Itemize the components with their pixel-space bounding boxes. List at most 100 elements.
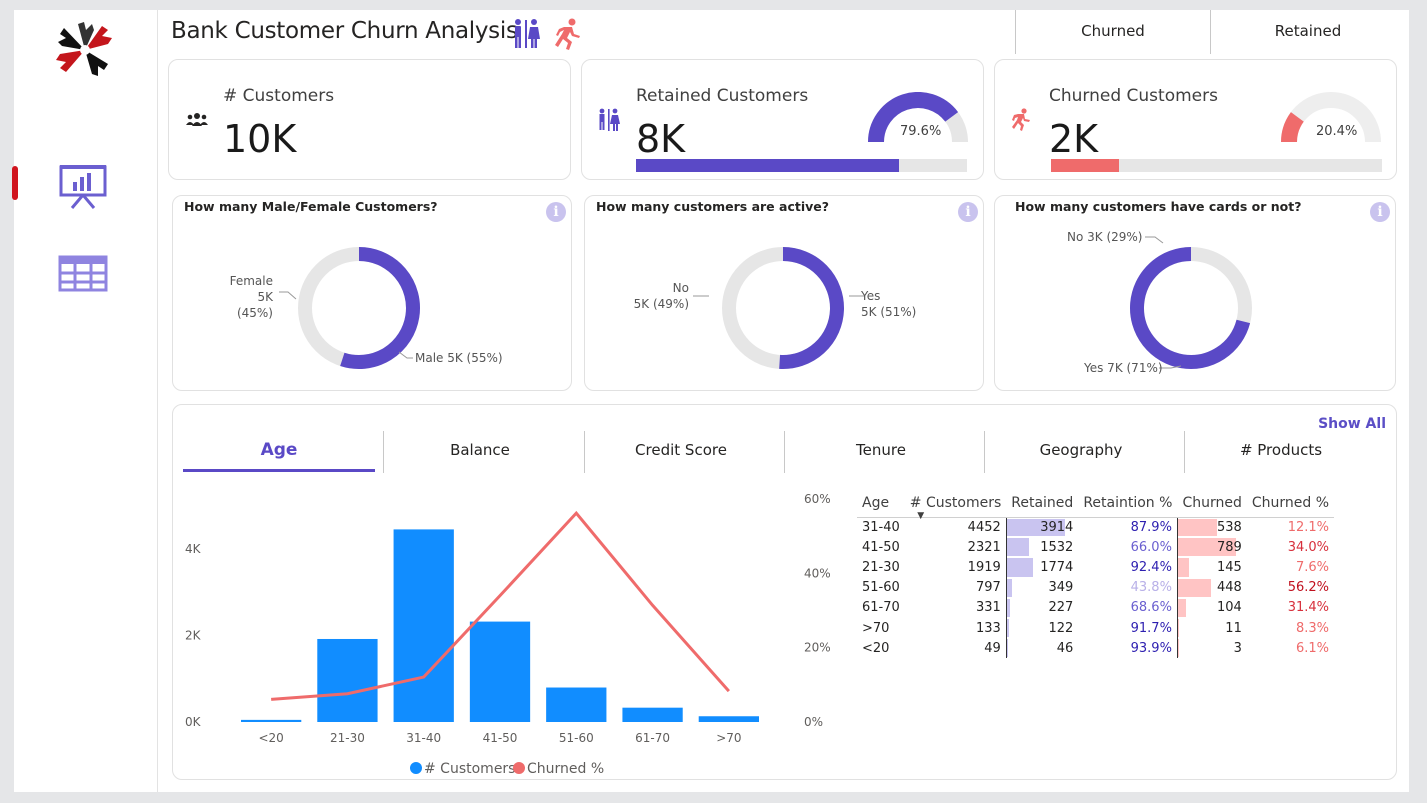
breakdown-panel: Show All Age Balance Credit Score Tenure Geo… [172, 404, 1397, 780]
tab-separator [1184, 431, 1185, 473]
churned-databar [1177, 518, 1218, 537]
nav-item-dashboard[interactable] [58, 162, 110, 210]
table-cell-age: 61-70 [862, 600, 900, 616]
tab-balance[interactable]: Balance [450, 441, 510, 459]
table-cell-churned_pct: 8.3% [1295, 620, 1330, 636]
table-row[interactable]: 31-40 4452 3914 87.9% 538 12.1% [857, 517, 1334, 538]
table-cell-churned_pct: 6.1% [1295, 640, 1330, 656]
age-combo-chart: 0K 2K 4K 0% 20% 40% 60% <20 21-30 31-40 41-50 51-60… [185, 492, 831, 777]
tab-separator [584, 431, 585, 473]
column-header[interactable]: Age [857, 489, 905, 518]
bar-51-60[interactable] [546, 687, 607, 722]
bar->70[interactable] [698, 716, 759, 722]
table-cell-age: >70 [862, 620, 890, 636]
x-tick-label: 31-40 [406, 731, 441, 745]
gauge-percent: 79.6% [900, 124, 942, 139]
table-cell-churned_pct: 7.6% [1295, 559, 1330, 575]
table-row[interactable]: 41-50 2321 1532 66.0% 789 34.0% [857, 537, 1334, 558]
y-right-tick-label: 40% [804, 566, 831, 580]
tab-tenure[interactable]: Tenure [856, 441, 906, 459]
legend-marker-customers [410, 762, 422, 774]
restroom-icon [515, 19, 540, 48]
bar-41-50[interactable] [469, 621, 531, 722]
table-cell-age: 21-30 [862, 559, 900, 575]
table-cell-churned_pct: 12.1% [1287, 519, 1330, 535]
table-row[interactable]: 21-30 1919 1774 92.4% 145 7.6% [857, 557, 1334, 578]
table-row[interactable]: 61-70 331 227 68.6% 104 31.4% [857, 597, 1334, 618]
table-cell-churned: 448 [1176, 577, 1247, 598]
column-header[interactable]: Churned [1177, 489, 1247, 518]
table-cell-customers: 331 [975, 600, 1001, 616]
tab-credit-score[interactable]: Credit Score [635, 441, 727, 459]
gender-donut-card: How many Male/Female Customers? i Female… [172, 195, 572, 391]
active-donut [693, 247, 865, 369]
bar-61-70[interactable] [622, 707, 683, 722]
table-cell-churned_pct: 56.2% [1287, 580, 1330, 596]
tab-products[interactable]: # Products [1239, 441, 1323, 459]
table-row[interactable]: <20 49 46 93.9% 3 6.1% [857, 638, 1334, 659]
retained-databar [1006, 639, 1008, 658]
y-left-tick-label: 2K [185, 628, 202, 642]
info-icon[interactable]: i [958, 202, 978, 222]
logo-hands-icon [52, 20, 118, 82]
donut-label-female: Female 5K (45%) [229, 274, 273, 320]
table-cell-retained: 227 [1005, 597, 1079, 618]
table-row[interactable]: >70 133 122 91.7% 11 8.3% [857, 617, 1334, 639]
column-header[interactable]: Churned % [1246, 489, 1335, 518]
running-icon [1012, 108, 1030, 131]
table-cell-retained: 122 [1005, 617, 1079, 639]
table-row[interactable]: 51-60 797 349 43.8% 448 56.2% [857, 577, 1334, 598]
gauge-percent: 20.4% [1316, 124, 1358, 139]
donut-label-yes: Yes 7K (71%) [1084, 361, 1163, 375]
table-cell-customers: 797 [975, 580, 1001, 596]
tab-separator [984, 431, 985, 473]
retained-databar [1006, 618, 1009, 638]
tab-geography[interactable]: Geography [1039, 441, 1123, 459]
table-cell-customers: 133 [975, 620, 1001, 636]
table-header-row: Age # Customers ▼ Retained Retaintion % C… [857, 489, 1335, 521]
y-right-tick-label: 60% [804, 492, 831, 506]
active-donut-card: How many customers are active? i No 5K (… [584, 195, 984, 391]
show-all-button[interactable]: Show All [1318, 416, 1386, 432]
nav-item-table[interactable] [58, 254, 110, 302]
bar-31-40[interactable] [393, 529, 454, 722]
table-cell-retained_pct: 93.9% [1130, 640, 1172, 656]
column-header-sorted[interactable]: # Customers ▼ [904, 489, 1007, 521]
table-cell-age: 51-60 [862, 580, 900, 596]
card-title: How many customers are active? [596, 199, 829, 214]
tab-age[interactable]: Age [260, 440, 298, 460]
info-icon[interactable]: i [1370, 202, 1390, 222]
x-tick-label: 51-60 [559, 731, 594, 745]
donut-slice-yes[interactable] [1130, 247, 1251, 369]
table-cell-customers: 2321 [967, 539, 1001, 555]
donut-label-male: Male 5K (55%) [415, 351, 503, 365]
info-icon[interactable]: i [546, 202, 566, 222]
legend-marker-churned [513, 762, 525, 774]
table-cell-churned: 11 [1176, 617, 1247, 639]
table-cell-churned: 104 [1176, 597, 1247, 618]
x-tick-label: >70 [716, 731, 741, 745]
retained-databar [1006, 518, 1065, 537]
table-cell-churned: 538 [1176, 517, 1247, 538]
toggle-churned[interactable]: Churned [1015, 10, 1210, 54]
bar-<20[interactable] [241, 719, 302, 722]
active-nav-indicator [12, 166, 18, 200]
donut-label-no: No 3K (29%) [1067, 230, 1143, 244]
churned-databar [1177, 538, 1236, 557]
column-header[interactable]: Retaintion % [1078, 489, 1178, 518]
table-cell-retained_pct: 92.4% [1130, 559, 1172, 575]
table-cell-retained_pct: 91.7% [1130, 620, 1172, 636]
kpi-label: Churned Customers [1049, 86, 1218, 106]
restroom-icon [599, 108, 620, 131]
column-header[interactable]: Retained [1006, 489, 1079, 518]
toggle-retained[interactable]: Retained [1210, 10, 1405, 54]
progress-fill [1051, 159, 1119, 172]
kpi-value: 10K [223, 117, 297, 161]
kpi-card-customers: # Customers 10K [168, 59, 571, 180]
retained-databar [1006, 558, 1034, 577]
donut-slice-yes[interactable] [779, 247, 844, 369]
donut-slice-male[interactable] [340, 247, 420, 369]
table-cell-churned: 3 [1176, 638, 1247, 659]
running-icon [555, 18, 580, 50]
bar-21-30[interactable] [317, 638, 378, 722]
